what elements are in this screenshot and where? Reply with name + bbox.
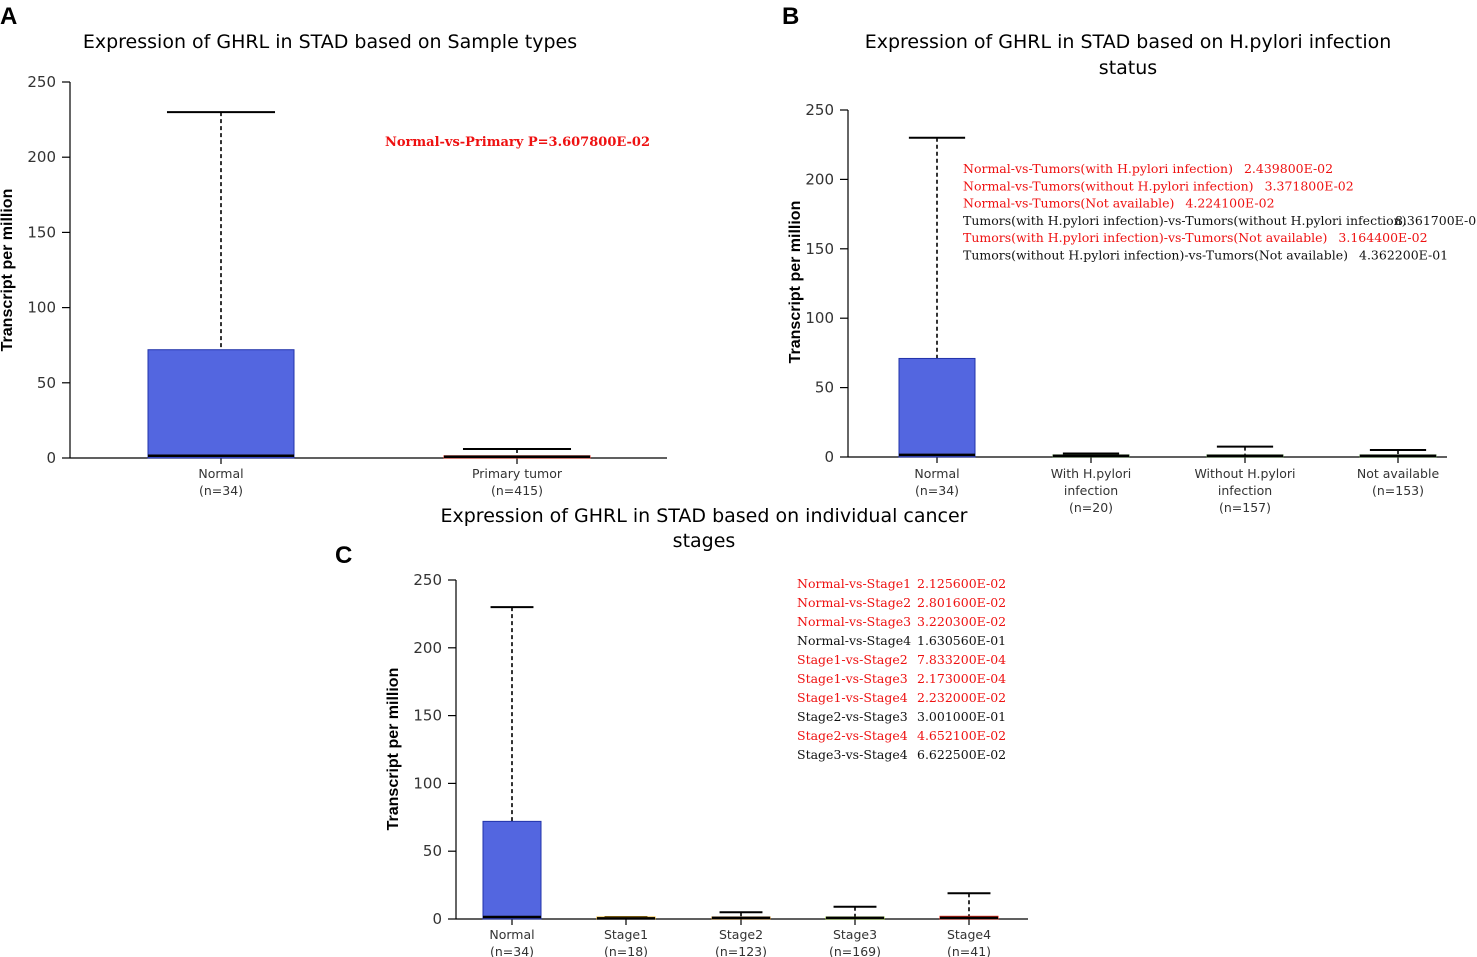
category-label: Primary tumor (472, 466, 563, 481)
p-value: 2.173000E-04 (917, 671, 1006, 686)
chart-title-line2: status (1099, 57, 1157, 79)
chart-title: Expression of GHRL in STAD based on indi… (440, 505, 967, 527)
p-value: 3.371800E-02 (1265, 178, 1354, 193)
p-value: 3.220300E-02 (917, 614, 1006, 629)
y-tick-label: 0 (46, 449, 56, 467)
pvalue-annotation: Normal-vs-Primary P=3.607800E-02 (385, 135, 650, 150)
category-n: (n=415) (491, 483, 543, 498)
p-value: 2.232000E-02 (917, 690, 1006, 705)
y-tick-label: 250 (805, 101, 834, 119)
p-value: 2.125600E-02 (917, 576, 1006, 591)
p-value: 3.001000E-01 (917, 709, 1006, 724)
y-tick-label: 150 (413, 707, 442, 725)
comparison-label: Tumors(with H.pylori infection)-vs-Tumor… (963, 213, 1407, 228)
panel-letter: B (782, 3, 799, 30)
comparison-label: Normal-vs-Tumors(without H.pylori infect… (963, 178, 1254, 193)
category-n: (n=169) (829, 944, 881, 957)
comparison-label: Stage1-vs-Stage3 (797, 671, 908, 686)
category-label: Normal (489, 927, 534, 942)
category-n: (n=34) (490, 944, 534, 957)
p-value: 3.164400E-02 (1338, 230, 1427, 245)
comparison-label: Stage1-vs-Stage2 (797, 652, 908, 667)
comparison-label: Normal-vs-Stage4 (797, 633, 911, 648)
y-tick-label: 100 (805, 309, 834, 327)
chart-title: Expression of GHRL in STAD based on Samp… (83, 31, 577, 53)
y-axis-label: Transcript per million (787, 201, 804, 364)
y-tick-label: 100 (27, 299, 56, 317)
comparison-label: Stage2-vs-Stage3 (797, 709, 908, 724)
comparison-label: Tumors(without H.pylori infection)-vs-Tu… (963, 248, 1348, 263)
y-tick-label: 150 (27, 223, 56, 241)
category-n: (n=18) (604, 944, 648, 957)
category-label: Not available (1357, 466, 1440, 481)
category-n: (n=41) (947, 944, 991, 957)
y-tick-label: 50 (37, 374, 56, 392)
panel-letter: A (0, 3, 17, 30)
y-tick-label: 200 (413, 639, 442, 657)
y-tick-label: 200 (27, 148, 56, 166)
box-1 (147, 349, 295, 459)
y-tick-label: 50 (815, 379, 834, 397)
y-axis-label: Transcript per million (0, 189, 16, 352)
p-value: 2.801600E-02 (917, 595, 1006, 610)
category-n: (n=34) (915, 483, 959, 498)
p-value: 4.362200E-01 (1359, 248, 1448, 263)
chart-title: Expression of GHRL in STAD based on H.py… (865, 31, 1392, 53)
category-n: (n=123) (715, 944, 767, 957)
panel-B: B Expression of GHRL in STAD based on H.p… (782, 3, 1477, 515)
comparison-label: Stage1-vs-Stage4 (797, 690, 908, 705)
category-label: With H.pylori (1051, 466, 1132, 481)
category-label: Normal (198, 466, 243, 481)
box-1 (898, 357, 976, 458)
p-value: 8.361700E-02 (1395, 213, 1477, 228)
category-n: (n=20) (1069, 500, 1113, 515)
category-n: (n=34) (199, 483, 243, 498)
category-label: Stage2 (719, 927, 763, 942)
y-tick-label: 200 (805, 170, 834, 188)
y-tick-label: 50 (423, 842, 442, 860)
y-tick-label: 100 (413, 774, 442, 792)
comparison-label: Normal-vs-Tumors(with H.pylori infection… (963, 161, 1233, 176)
category-n: (n=157) (1219, 500, 1271, 515)
category-n: (n=153) (1372, 483, 1424, 498)
panel-A: A Expression of GHRL in STAD based on Sam… (0, 3, 667, 498)
category-label: Stage1 (604, 927, 648, 942)
category-label: Stage4 (947, 927, 991, 942)
comparison-label: Normal-vs-Stage2 (797, 595, 911, 610)
category-label: Without H.pylori (1194, 466, 1295, 481)
comparison-label: Normal-vs-Stage1 (797, 576, 911, 591)
chart-title-line2: stages (673, 530, 736, 552)
p-value: 2.439800E-02 (1244, 161, 1333, 176)
category-label-line2: infection (1064, 483, 1118, 498)
p-value: 7.833200E-04 (917, 652, 1006, 667)
y-tick-label: 150 (805, 240, 834, 258)
panel-letter: C (335, 542, 352, 569)
p-value: 4.652100E-02 (917, 728, 1006, 743)
p-value: 6.622500E-02 (917, 747, 1006, 762)
p-value: 4.224100E-02 (1185, 196, 1274, 211)
comparison-label: Tumors(with H.pylori infection)-vs-Tumor… (963, 230, 1327, 245)
comparison-label: Stage3-vs-Stage4 (797, 747, 908, 762)
panel-C: C Expression of GHRL in STAD based on ind… (335, 505, 1028, 957)
y-tick-label: 250 (413, 571, 442, 589)
box-1 (482, 820, 542, 920)
y-tick-label: 0 (824, 448, 834, 466)
comparison-label: Normal-vs-Stage3 (797, 614, 911, 629)
y-tick-label: 0 (432, 910, 442, 928)
p-value: 1.630560E-01 (917, 633, 1006, 648)
category-label-line2: infection (1218, 483, 1272, 498)
comparison-label: Stage2-vs-Stage4 (797, 728, 908, 743)
comparison-label: Normal-vs-Tumors(Not available) (963, 196, 1174, 211)
y-axis-label: Transcript per million (385, 668, 402, 831)
category-label: Stage3 (833, 927, 877, 942)
y-tick-label: 250 (27, 73, 56, 91)
category-label: Normal (914, 466, 959, 481)
